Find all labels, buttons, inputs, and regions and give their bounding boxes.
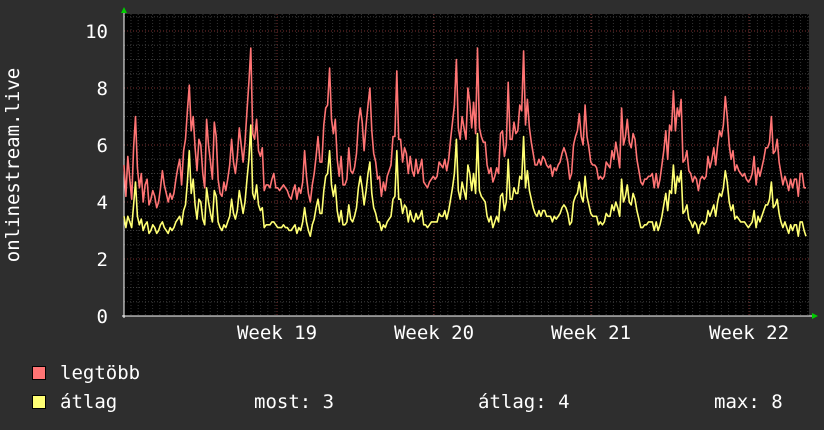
x-tick-label: Week 20 xyxy=(394,322,474,344)
x-tick-label: Week 19 xyxy=(237,322,317,344)
chart: 0 2 4 6 8 10 Week 19 Week 20 Week 21 Week 22 onl… xyxy=(2,7,818,344)
y-tick-labels: 0 2 4 6 8 10 xyxy=(85,21,108,328)
legend-row-avg: átlag most: 3 átlag: 4 max: 8 xyxy=(32,391,812,413)
y-axis-arrow xyxy=(121,7,127,13)
stat-avg: átlag: 4 xyxy=(478,391,570,413)
y-tick-label: 10 xyxy=(85,21,108,43)
plot-area xyxy=(124,14,809,316)
series-line xyxy=(123,124,807,237)
y-tick-label: 4 xyxy=(97,192,108,214)
legend-label-max: legtöbb xyxy=(60,362,141,384)
x-axis-arrow xyxy=(812,313,818,319)
y-tick-label: 0 xyxy=(97,306,108,328)
y-tick-label: 2 xyxy=(97,249,108,271)
stat-max: max: 8 xyxy=(714,391,783,413)
series-layer xyxy=(123,47,807,237)
y-tick-label: 8 xyxy=(97,78,108,100)
y-axis-label: onlinestream.live xyxy=(2,68,24,262)
legend-label-avg: átlag xyxy=(60,391,118,413)
series-line xyxy=(123,47,806,209)
x-tick-label: Week 21 xyxy=(551,322,631,344)
x-tick-labels: Week 19 Week 20 Week 21 Week 22 xyxy=(237,322,789,344)
x-tick-label: Week 22 xyxy=(709,322,789,344)
legend-swatch-max xyxy=(32,366,46,380)
stat-now: most: 3 xyxy=(254,391,335,413)
legend-swatch-avg xyxy=(32,395,46,409)
y-tick-label: 6 xyxy=(97,135,108,157)
